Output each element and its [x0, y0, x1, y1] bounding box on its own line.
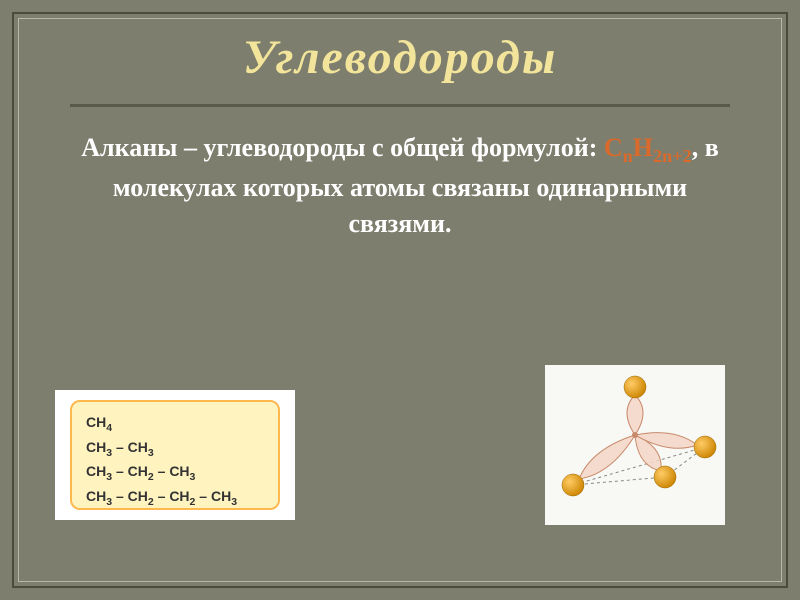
formula-row: CH4 — [86, 412, 264, 437]
definition-segment: C — [604, 133, 623, 162]
definition-segment: H — [633, 133, 653, 162]
definition-segment: Алканы — [81, 133, 177, 162]
definition-segment: – углеводороды с общей формулой: — [177, 133, 603, 162]
slide-title: Углеводороды — [0, 30, 800, 85]
formula-subscript: 2n+2 — [653, 146, 692, 166]
orbital-diagram — [545, 365, 725, 525]
orbital-svg — [545, 365, 725, 525]
formula-row: CH3 – CH2 – CH3 — [86, 461, 264, 486]
formula-row: CH3 – CH3 — [86, 437, 264, 462]
title-underline — [70, 104, 730, 107]
formula-card-inner: CH4CH3 – CH3CH3 – CH2 – CH3CH3 – CH2 – C… — [70, 400, 280, 510]
formula-row: CH3 – CH2 – CH2 – CH3 — [86, 486, 264, 511]
definition-text: Алканы – углеводороды с общей формулой: … — [70, 130, 730, 242]
formula-card: CH4CH3 – CH3CH3 – CH2 – CH3CH3 – CH2 – C… — [55, 390, 295, 520]
formula-subscript: n — [623, 146, 633, 166]
